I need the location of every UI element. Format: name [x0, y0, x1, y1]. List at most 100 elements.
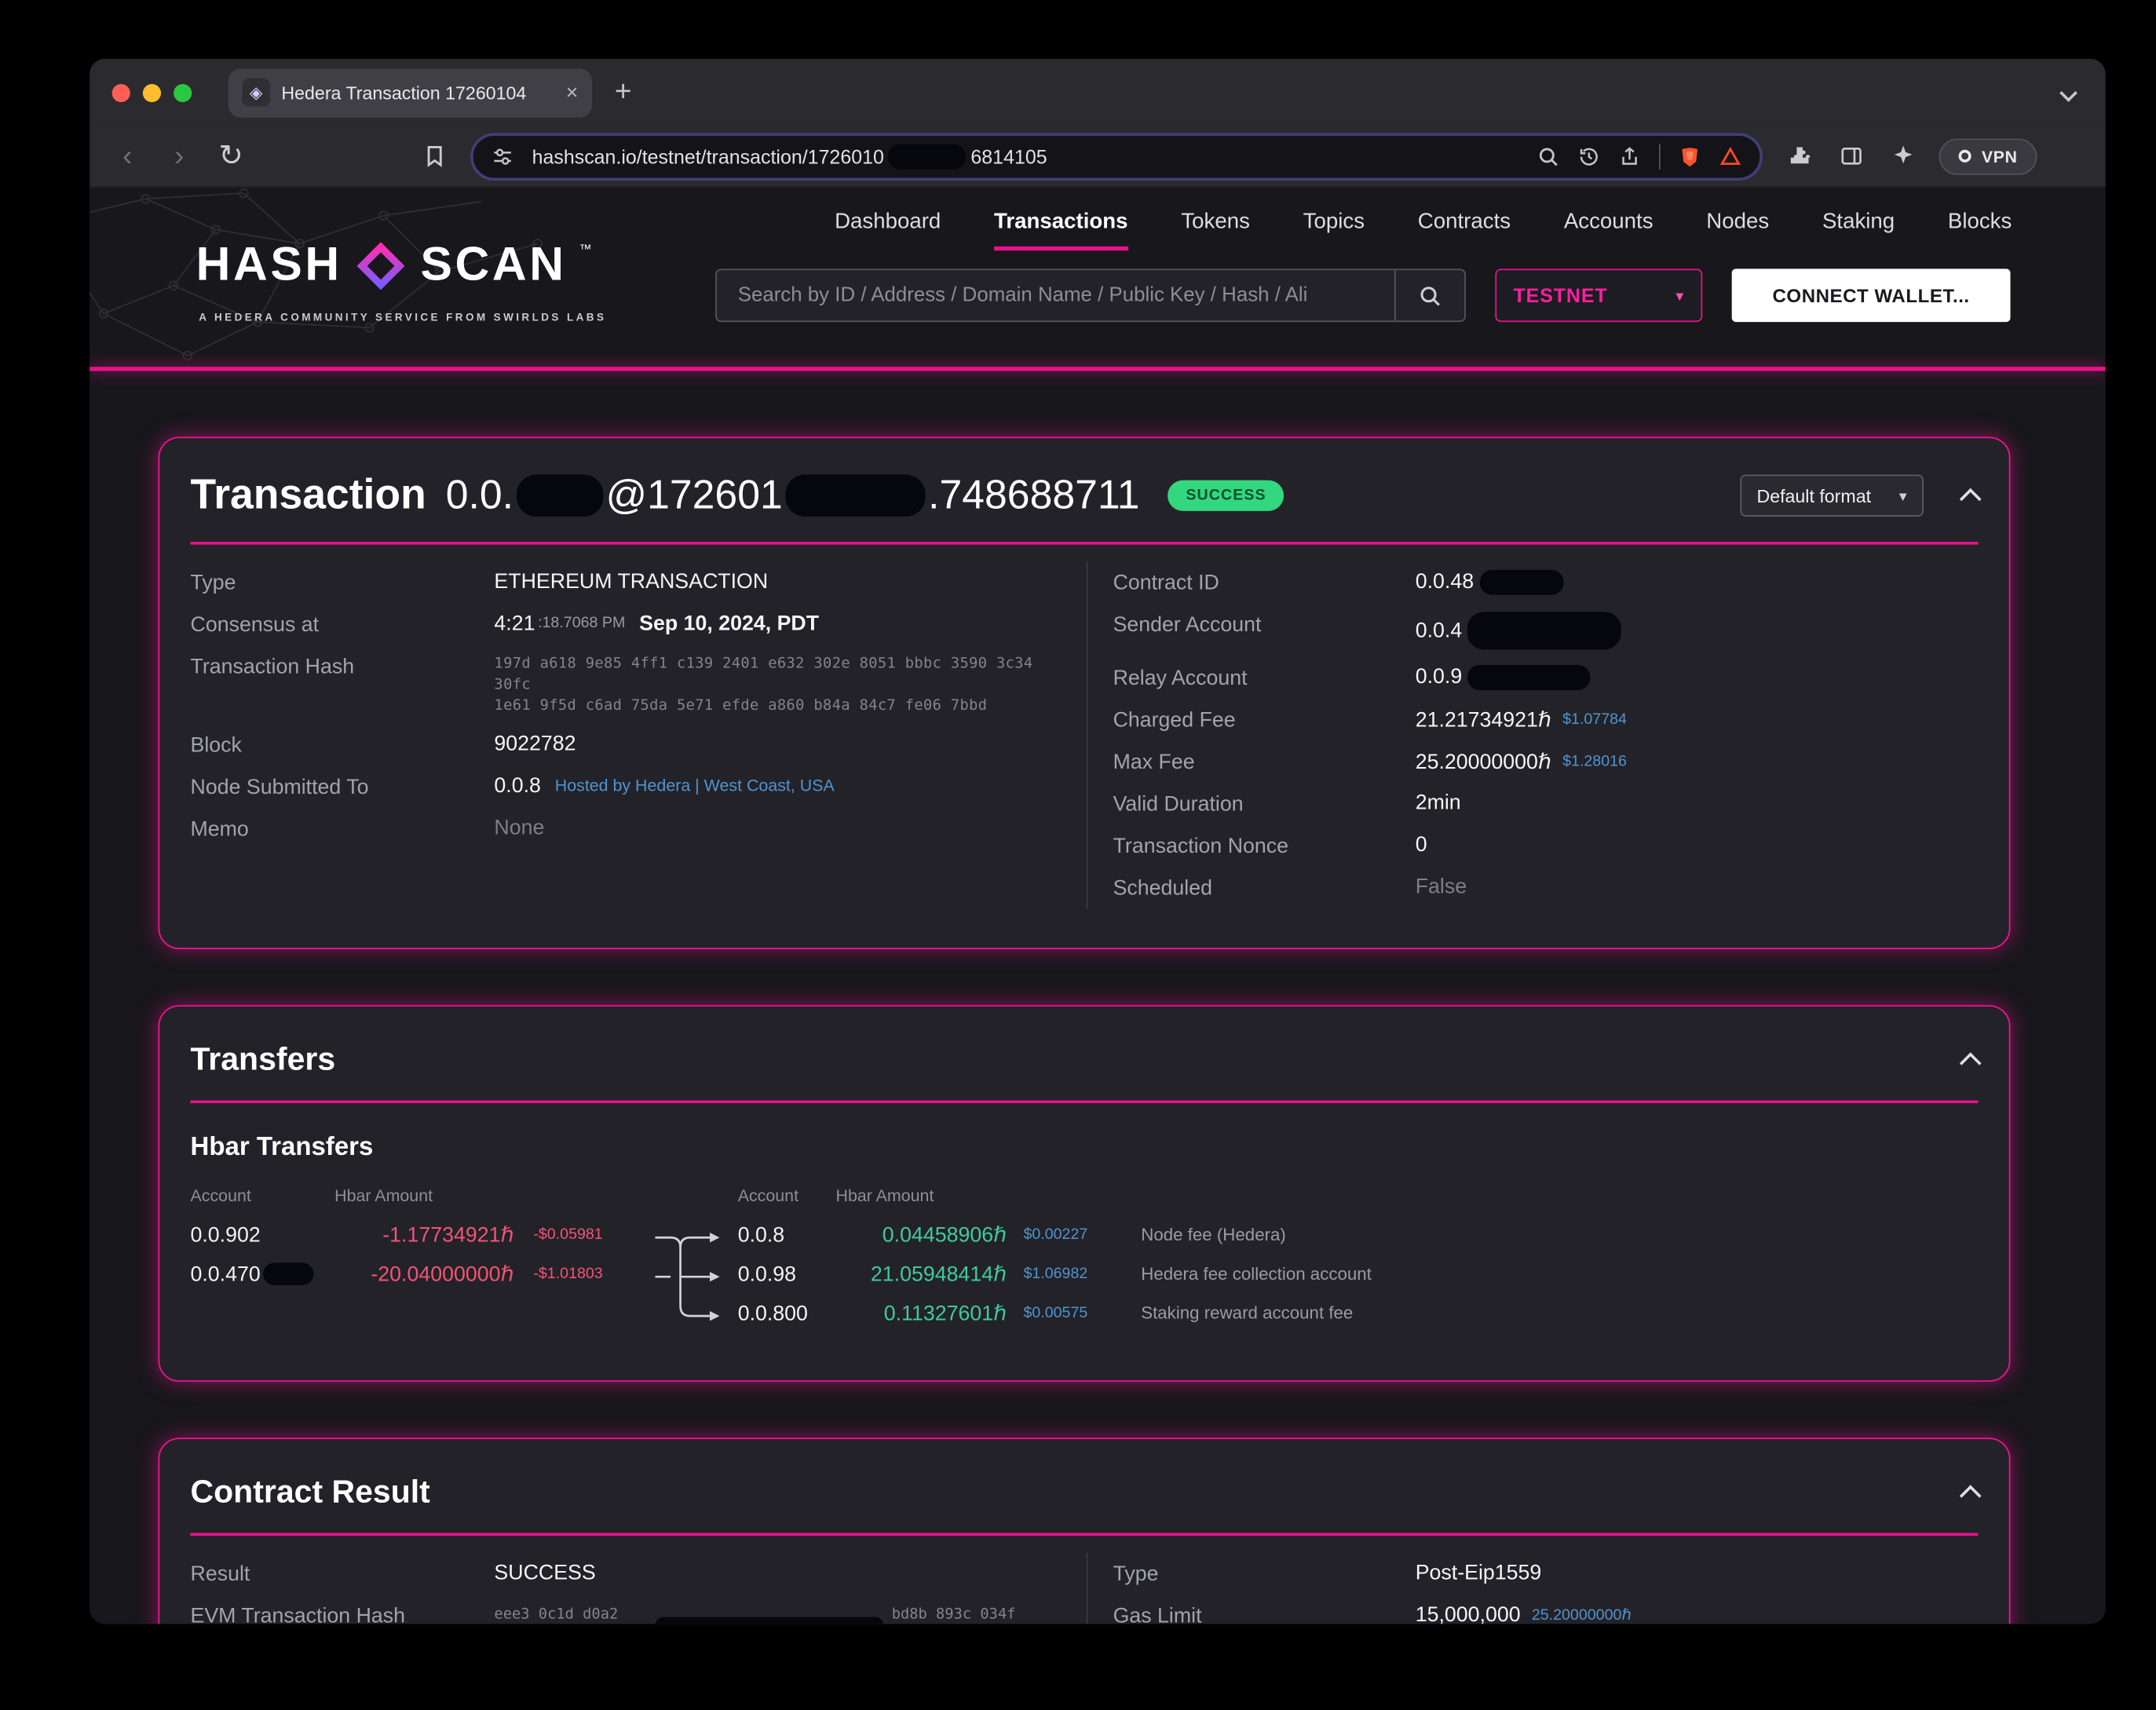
sender-account[interactable]: 0.0.4: [1415, 618, 1463, 642]
detail-row: Charged Fee 21.21734921ℏ $1.07784: [1113, 699, 1979, 740]
detail-row: Type Post-Eip1559: [1113, 1552, 1979, 1594]
url-text[interactable]: hashscan.io/testnet/transaction/1726010 …: [532, 143, 1520, 169]
bookmarks-icon[interactable]: [418, 141, 449, 171]
nav-dashboard[interactable]: Dashboard: [835, 210, 941, 234]
tab-bar: ◈ Hedera Transaction 17260104 × +: [90, 58, 2106, 126]
browser-tab[interactable]: ◈ Hedera Transaction 17260104 ×: [228, 68, 593, 117]
connect-wallet-button[interactable]: CONNECT WALLET...: [1731, 269, 2011, 323]
search-button[interactable]: [1394, 270, 1464, 321]
transfers-title: Transfers: [190, 1040, 336, 1077]
charged-fee-usd: $1.07784: [1562, 710, 1627, 728]
zoom-window-button[interactable]: [174, 83, 192, 102]
nav-blocks[interactable]: Blocks: [1947, 210, 2012, 234]
charged-fee: 21.21734921ℏ: [1415, 707, 1551, 732]
address-bar[interactable]: hashscan.io/testnet/transaction/1726010 …: [470, 132, 1763, 181]
detail-row: Node Submitted To 0.0.8 Hosted by Hedera…: [191, 765, 1053, 807]
detail-row: Result SUCCESS: [191, 1552, 1053, 1594]
divider: [1659, 143, 1661, 169]
source-account[interactable]: 0.0.902: [190, 1222, 261, 1247]
header-search-row: TESTNET ▾ CONNECT WALLET...: [715, 269, 2011, 323]
zoom-icon[interactable]: [1538, 145, 1561, 168]
brave-shield-icon[interactable]: [1679, 145, 1702, 168]
consensus-time: 4:21: [494, 611, 535, 635]
source-amount: -20.04000000ℏ: [371, 1262, 514, 1287]
history-icon[interactable]: [1578, 145, 1601, 168]
evm-hash-value: eee3 0c1d d0a2 cea bd8b 893c 034f a872 7…: [494, 1602, 1052, 1624]
search-input[interactable]: [716, 270, 1394, 321]
detail-label: Type: [1113, 1562, 1159, 1586]
detail-row: Gas Limit 15,000,000 25.20000000ℏ: [1113, 1595, 1979, 1624]
node-id[interactable]: 0.0.8: [494, 773, 541, 798]
destination-usd: $1.06982: [1023, 1265, 1088, 1283]
nav-tokens[interactable]: Tokens: [1181, 210, 1250, 234]
detail-label: Transaction Nonce: [1113, 833, 1289, 858]
logo-tagline: A HEDERA COMMUNITY SERVICE FROM SWIRLDS …: [199, 310, 607, 323]
back-icon[interactable]: ‹: [122, 140, 133, 173]
minimize-window-button[interactable]: [142, 83, 162, 102]
consensus-time-fraction: :18.7068 PM: [538, 614, 626, 632]
url-suffix: 6814105: [970, 144, 1047, 168]
main-content: Transaction 0.0. @172601 .748688711 SUCC…: [90, 371, 2106, 1624]
hash-line: 1e61 9f5d c6ad 75da 5e71 efde a860 b84a …: [494, 696, 988, 714]
window-controls: [111, 83, 192, 102]
nav-staking[interactable]: Staking: [1822, 210, 1895, 234]
extensions-icon[interactable]: [1784, 141, 1814, 171]
vpn-button[interactable]: VPN: [1939, 137, 2037, 174]
detail-value: ETHEREUM TRANSACTION: [494, 568, 769, 594]
node-host-link[interactable]: Hosted by Hedera | West Coast, USA: [554, 775, 835, 795]
detail-row: Sender Account 0.0.4: [1113, 604, 1979, 657]
nav-topics[interactable]: Topics: [1303, 210, 1365, 234]
detail-row: Scheduled False: [1113, 867, 1979, 908]
contract-result-card: Contract Result Result SUCCESS EVM Trans…: [158, 1438, 2011, 1624]
max-fee-usd: $1.28016: [1562, 752, 1627, 769]
browser-window: ◈ Hedera Transaction 17260104 × + ‹ › ↻ …: [90, 58, 2106, 1624]
destination-note: Staking reward account fee: [1141, 1303, 1354, 1324]
hashscan-logo[interactable]: HASH SCAN ™: [196, 238, 592, 293]
detail-row: Type ETHEREUM TRANSACTION: [191, 561, 1053, 603]
account-id: 0.0.470: [190, 1262, 261, 1286]
site-nav: Dashboard Transactions Tokens Topics Con…: [835, 210, 2012, 251]
consensus-date: Sep 10, 2024, PDT: [639, 611, 820, 635]
brave-rewards-icon[interactable]: [1719, 145, 1742, 168]
network-pattern-graphic: [90, 188, 543, 361]
nav-nodes[interactable]: Nodes: [1706, 210, 1770, 234]
redaction-overlay: [785, 474, 926, 517]
format-select[interactable]: Default format ▾: [1740, 474, 1924, 517]
contract-id[interactable]: 0.0.48: [1415, 569, 1474, 594]
nav-accounts[interactable]: Accounts: [1563, 210, 1654, 234]
collapse-icon[interactable]: [1959, 1051, 1982, 1074]
contract-result-details: Result SUCCESS EVM Transaction Hash eee3…: [191, 1552, 1979, 1624]
new-tab-button[interactable]: +: [614, 75, 632, 108]
source-account[interactable]: 0.0.470: [191, 1255, 335, 1294]
tab-close-icon[interactable]: ×: [565, 80, 579, 104]
detail-label: Max Fee: [1113, 749, 1195, 774]
column-header: Account: [737, 1186, 799, 1206]
source-usd: -$1.01803: [533, 1265, 603, 1283]
destination-account[interactable]: 0.0.800: [737, 1301, 808, 1325]
detail-row: Max Fee 25.20000000ℏ $1.28016: [1113, 740, 1979, 782]
nav-transactions[interactable]: Transactions: [994, 210, 1128, 251]
site-settings-icon[interactable]: [491, 145, 514, 168]
url-prefix: hashscan.io/testnet/transaction/1726010: [532, 144, 884, 168]
share-icon[interactable]: [1619, 145, 1642, 168]
leo-sparkle-icon[interactable]: [1887, 141, 1918, 171]
nav-contracts[interactable]: Contracts: [1417, 210, 1511, 234]
detail-row: Block 9022782: [191, 724, 1053, 765]
relay-account[interactable]: 0.0.9: [1415, 664, 1463, 689]
transfer-destinations: Account Hbar Amount 0.0.8 0.04458906ℏ $0…: [738, 1176, 1979, 1333]
destination-account[interactable]: 0.0.8: [737, 1222, 785, 1247]
forward-icon[interactable]: ›: [174, 140, 185, 173]
network-select[interactable]: TESTNET ▾: [1495, 269, 1703, 323]
destination-account[interactable]: 0.0.98: [737, 1262, 797, 1286]
detail-value: None: [494, 815, 545, 839]
collapse-icon[interactable]: [1959, 1484, 1982, 1507]
hbar-transfers-table: Account Hbar Amount 0.0.902 -1.17734921ℏ…: [191, 1176, 1979, 1380]
close-window-button[interactable]: [111, 83, 130, 102]
source-usd: -$0.05981: [533, 1226, 603, 1244]
reload-icon[interactable]: ↻: [218, 140, 243, 173]
transaction-details: Type ETHEREUM TRANSACTION Consensus at 4…: [191, 561, 1979, 948]
sidebar-icon[interactable]: [1836, 141, 1866, 171]
collapse-icon[interactable]: [1959, 488, 1982, 510]
tab-search-button[interactable]: [2059, 83, 2084, 102]
menu-icon[interactable]: [2058, 141, 2083, 171]
